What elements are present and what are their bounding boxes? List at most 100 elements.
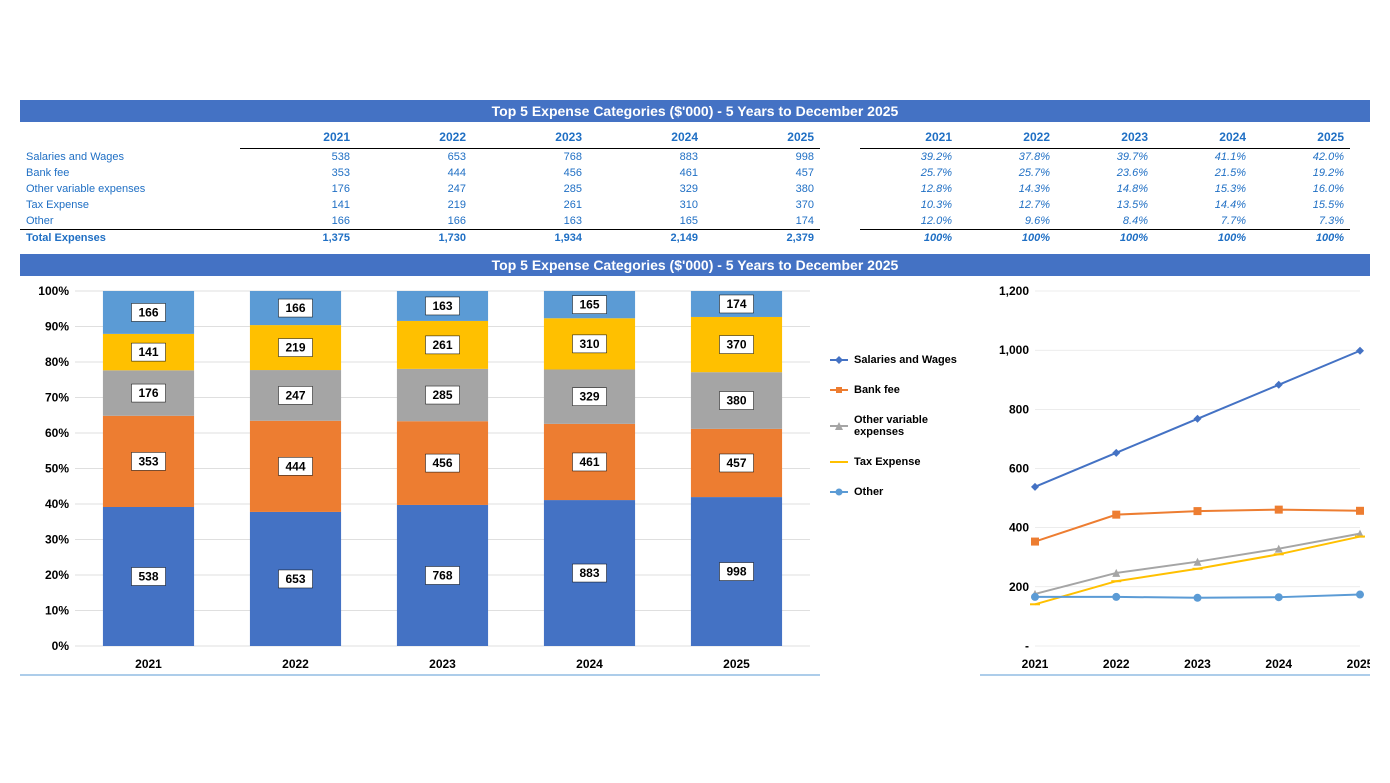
table-cell: 37.8% (958, 149, 1056, 166)
table-cell: 25.7% (958, 165, 1056, 181)
table-cell: 141 (240, 197, 356, 213)
table-cell: 370 (704, 197, 820, 213)
legend-item: Bank fee (830, 384, 970, 396)
table-cell: 100% (1056, 230, 1154, 247)
table-row: Other variable expenses176247285329380 (20, 181, 820, 197)
svg-text:166: 166 (138, 305, 158, 319)
table-cell: 12.7% (958, 197, 1056, 213)
svg-text:60%: 60% (45, 426, 69, 440)
svg-text:261: 261 (432, 338, 452, 352)
table-cell: 100% (1252, 230, 1350, 247)
table-cell: 12.8% (860, 181, 958, 197)
svg-text:2021: 2021 (135, 657, 162, 671)
svg-text:165: 165 (579, 298, 599, 312)
table-row: 12.8%14.3%14.8%15.3%16.0% (860, 181, 1350, 197)
svg-text:353: 353 (138, 454, 158, 468)
legend-label: Salaries and Wages (854, 354, 957, 366)
charts-container: 0%10%20%30%40%50%60%70%80%90%100%5383531… (20, 276, 1370, 676)
tables-container: 20212022202320242025 Salaries and Wages5… (20, 126, 1370, 246)
table-cell: 13.5% (1056, 197, 1154, 213)
table-cell: 456 (472, 165, 588, 181)
legend-label: Other variable expenses (854, 414, 970, 438)
table-cell: 166 (356, 213, 472, 230)
svg-text:200: 200 (1009, 580, 1029, 594)
legend-marker-icon (830, 384, 848, 396)
legend-marker-icon (830, 420, 848, 432)
table-row: Salaries and Wages538653768883998 (20, 149, 820, 166)
table-cell: 247 (356, 181, 472, 197)
svg-text:538: 538 (138, 569, 158, 583)
line-chart: -2004006008001,0001,20020212022202320242… (980, 276, 1370, 676)
table-row: 10.3%12.7%13.5%14.4%15.5% (860, 197, 1350, 213)
col-header: 2023 (1056, 126, 1154, 149)
title-bar-charts: Top 5 Expense Categories ($'000) - 5 Yea… (20, 254, 1370, 276)
table-cell: 14.3% (958, 181, 1056, 197)
row-label: Tax Expense (20, 197, 240, 213)
table-cell: 41.1% (1154, 149, 1252, 166)
svg-text:998: 998 (726, 565, 746, 579)
svg-text:-: - (1025, 639, 1029, 653)
svg-text:461: 461 (579, 455, 599, 469)
table-cell: 42.0% (1252, 149, 1350, 166)
svg-text:400: 400 (1009, 521, 1029, 535)
svg-text:380: 380 (726, 394, 746, 408)
legend-marker-icon (830, 456, 848, 468)
table-cell: 39.7% (1056, 149, 1154, 166)
stacked-bar-chart: 0%10%20%30%40%50%60%70%80%90%100%5383531… (20, 276, 820, 676)
table-cell: 2,379 (704, 230, 820, 247)
table-cell: 9.6% (958, 213, 1056, 230)
svg-text:883: 883 (579, 566, 599, 580)
table-row: 39.2%37.8%39.7%41.1%42.0% (860, 149, 1350, 166)
svg-text:2024: 2024 (1265, 657, 1292, 671)
svg-text:0%: 0% (52, 639, 70, 653)
table-cell: 25.7% (860, 165, 958, 181)
svg-text:2022: 2022 (1103, 657, 1130, 671)
table-cell: 23.6% (1056, 165, 1154, 181)
values-table: 20212022202320242025 Salaries and Wages5… (20, 126, 820, 246)
svg-text:456: 456 (432, 456, 452, 470)
svg-text:2025: 2025 (1347, 657, 1370, 671)
svg-text:50%: 50% (45, 462, 69, 476)
table-cell: 100% (958, 230, 1056, 247)
table-cell: 163 (472, 213, 588, 230)
svg-text:768: 768 (432, 568, 452, 582)
legend-marker-icon (830, 486, 848, 498)
table-cell: 16.0% (1252, 181, 1350, 197)
table-cell: 2,149 (588, 230, 704, 247)
legend-label: Tax Expense (854, 456, 920, 468)
svg-text:329: 329 (579, 390, 599, 404)
table-cell: 14.4% (1154, 197, 1252, 213)
svg-text:30%: 30% (45, 533, 69, 547)
table-cell: 883 (588, 149, 704, 166)
table-row: 25.7%25.7%23.6%21.5%19.2% (860, 165, 1350, 181)
svg-text:100%: 100% (38, 284, 69, 298)
table-cell: 7.3% (1252, 213, 1350, 230)
title-bar-top: Top 5 Expense Categories ($'000) - 5 Yea… (20, 100, 1370, 122)
table-cell: 39.2% (860, 149, 958, 166)
col-header: 2023 (472, 126, 588, 149)
table-cell: 219 (356, 197, 472, 213)
svg-text:20%: 20% (45, 568, 69, 582)
svg-text:90%: 90% (45, 320, 69, 334)
table-row: Other166166163165174 (20, 213, 820, 230)
svg-text:80%: 80% (45, 355, 69, 369)
table-cell: 653 (356, 149, 472, 166)
legend-item: Other variable expenses (830, 414, 970, 438)
svg-text:444: 444 (285, 459, 305, 473)
table-cell: 444 (356, 165, 472, 181)
table-cell: 174 (704, 213, 820, 230)
legend-item: Tax Expense (830, 456, 970, 468)
table-cell: 100% (860, 230, 958, 247)
svg-text:2023: 2023 (1184, 657, 1211, 671)
legend-marker-icon (830, 354, 848, 366)
svg-text:285: 285 (432, 388, 452, 402)
table-cell: 261 (472, 197, 588, 213)
svg-text:653: 653 (285, 572, 305, 586)
legend-label: Bank fee (854, 384, 900, 396)
table-cell: 310 (588, 197, 704, 213)
svg-text:174: 174 (726, 297, 746, 311)
svg-text:10%: 10% (45, 604, 69, 618)
table-cell: 380 (704, 181, 820, 197)
table-cell: 461 (588, 165, 704, 181)
table-cell: 768 (472, 149, 588, 166)
